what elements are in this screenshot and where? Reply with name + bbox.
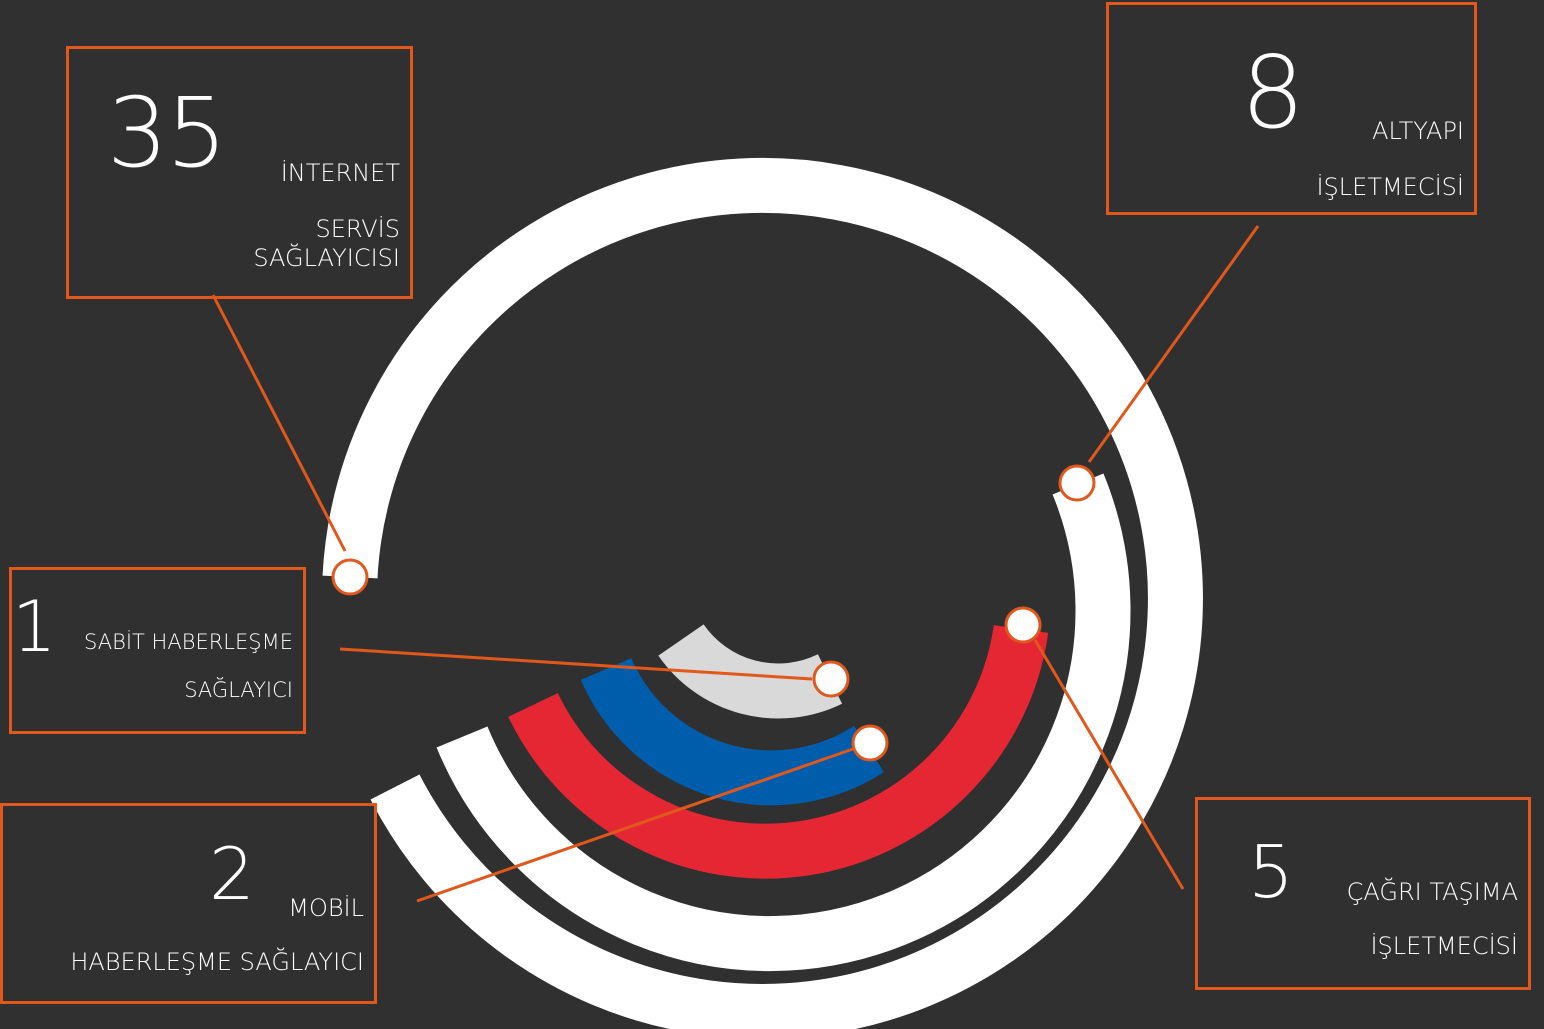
- callout-isp-line2: SERVİS: [315, 215, 401, 243]
- ring-call: [508, 625, 1049, 879]
- connector-call: [1033, 639, 1185, 890]
- callout-isp: 35 İNTERNET SERVİS SAĞLAYICISI: [66, 46, 413, 299]
- callout-fixed-number: 1: [12, 586, 57, 668]
- callout-infra: 8 ALTYAPI İŞLETMECİSİ: [1106, 2, 1477, 215]
- ring-mobile: [580, 657, 884, 806]
- marker-isp: [331, 558, 369, 596]
- connector-infra: [1087, 225, 1260, 463]
- ring-isp: [322, 157, 1203, 1029]
- callout-mobile: 2 MOBİL HABERLEŞME SAĞLAYICI: [0, 803, 377, 1004]
- callout-call: 5 ÇAĞRI TAŞIMA İŞLETMECİSİ: [1195, 797, 1531, 990]
- callout-isp-line3: SAĞLAYICISI: [253, 244, 400, 272]
- marker-call: [1004, 606, 1042, 644]
- callout-isp-number: 35: [107, 77, 227, 189]
- callout-call-line2: İŞLETMECİSİ: [1370, 932, 1518, 960]
- connector-mobile: [416, 747, 854, 903]
- marker-fixed: [812, 660, 850, 698]
- callout-isp-line1: İNTERNET: [280, 159, 400, 187]
- ring-infra: [436, 473, 1131, 971]
- callout-mobile-number: 2: [209, 832, 255, 916]
- ring-fixed: [658, 623, 843, 719]
- marker-infra: [1058, 464, 1096, 502]
- callout-infra-line2: İŞLETMECİSİ: [1316, 173, 1464, 201]
- callout-infra-number: 8: [1241, 34, 1305, 151]
- callout-mobile-line1: MOBİL: [288, 894, 364, 922]
- connector-isp: [211, 294, 347, 552]
- callout-fixed-line2: SAĞLAYICI: [184, 678, 293, 702]
- connector-fixed: [339, 647, 813, 681]
- callout-mobile-line2: HABERLEŞME SAĞLAYICI: [70, 948, 364, 976]
- callout-call-line1: ÇAĞRI TAŞIMA: [1346, 878, 1518, 906]
- callout-fixed-line1: SABİT HABERLEŞME: [84, 630, 293, 654]
- callout-call-number: 5: [1248, 830, 1294, 914]
- callout-fixed: 1 SABİT HABERLEŞME SAĞLAYICI: [9, 567, 306, 734]
- marker-mobile: [851, 724, 889, 762]
- callout-infra-line1: ALTYAPI: [1372, 117, 1464, 145]
